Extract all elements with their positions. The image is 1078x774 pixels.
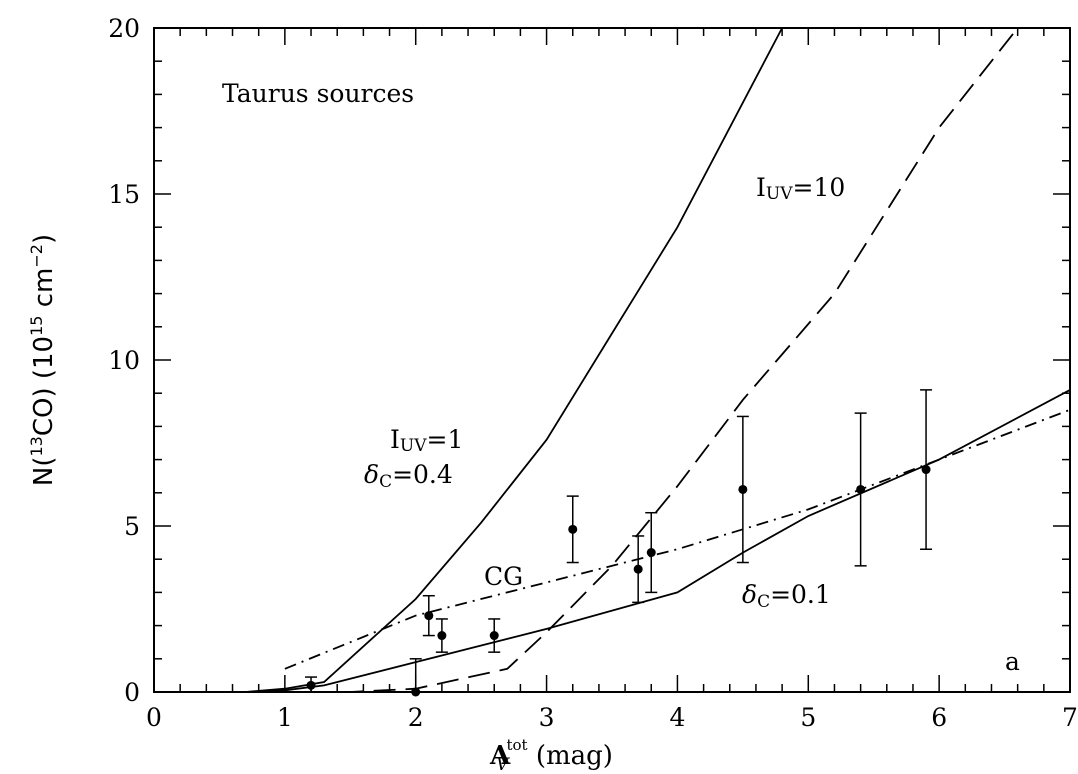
series-line-solid (245, 27, 783, 693)
axis-ticks: 0 1 2 3 4 5 6 7 0 5 10 15 20 (108, 14, 1078, 732)
y-tick-label: 5 (124, 512, 140, 541)
data-point (424, 611, 434, 621)
x-tick-label: 3 (539, 703, 555, 732)
data-point (437, 631, 447, 641)
x-tick-label: 1 (277, 703, 293, 732)
x-tick-label: 7 (1062, 703, 1078, 732)
x-tick-label: 2 (408, 703, 424, 732)
data-point (489, 631, 499, 641)
series-line-solid (245, 389, 1071, 693)
x-tick-label: 6 (931, 703, 947, 732)
annotation-iuv1: IUV=1 (390, 425, 463, 456)
y-tick-label: 20 (108, 14, 140, 43)
data-point (306, 680, 316, 690)
data-point (568, 524, 578, 534)
data-point (646, 548, 656, 558)
y-axis-label: N(13CO) (1015 cm−2) (27, 234, 59, 486)
x-axis-label: AVtot (mag) (489, 736, 613, 774)
plot-frame (153, 27, 1071, 693)
annotation-iuv10: IUV=10 (756, 173, 845, 204)
x-tick-label: 0 (146, 703, 162, 732)
x-tick-label: 5 (800, 703, 816, 732)
annotation-cg: CG (484, 562, 523, 591)
x-tick-label: 4 (669, 703, 685, 732)
y-tick-label: 15 (108, 180, 140, 209)
panel-label: a (1005, 647, 1020, 676)
series-line-dashed (245, 27, 1019, 693)
annotation-dc01: δC=0.1 (742, 580, 831, 612)
data-point (738, 484, 748, 494)
model-curves (245, 27, 1071, 693)
data-point (411, 687, 421, 697)
data-point (921, 465, 931, 475)
y-tick-label: 0 (124, 678, 140, 707)
y-tick-label: 10 (108, 346, 140, 375)
data-points (305, 389, 933, 697)
data-point (856, 484, 866, 494)
annotation-dc04: δC=0.4 (364, 460, 453, 492)
data-point (633, 564, 643, 574)
series-line-dashdot (284, 408, 1071, 670)
sample-label: Taurus sources (222, 79, 414, 108)
